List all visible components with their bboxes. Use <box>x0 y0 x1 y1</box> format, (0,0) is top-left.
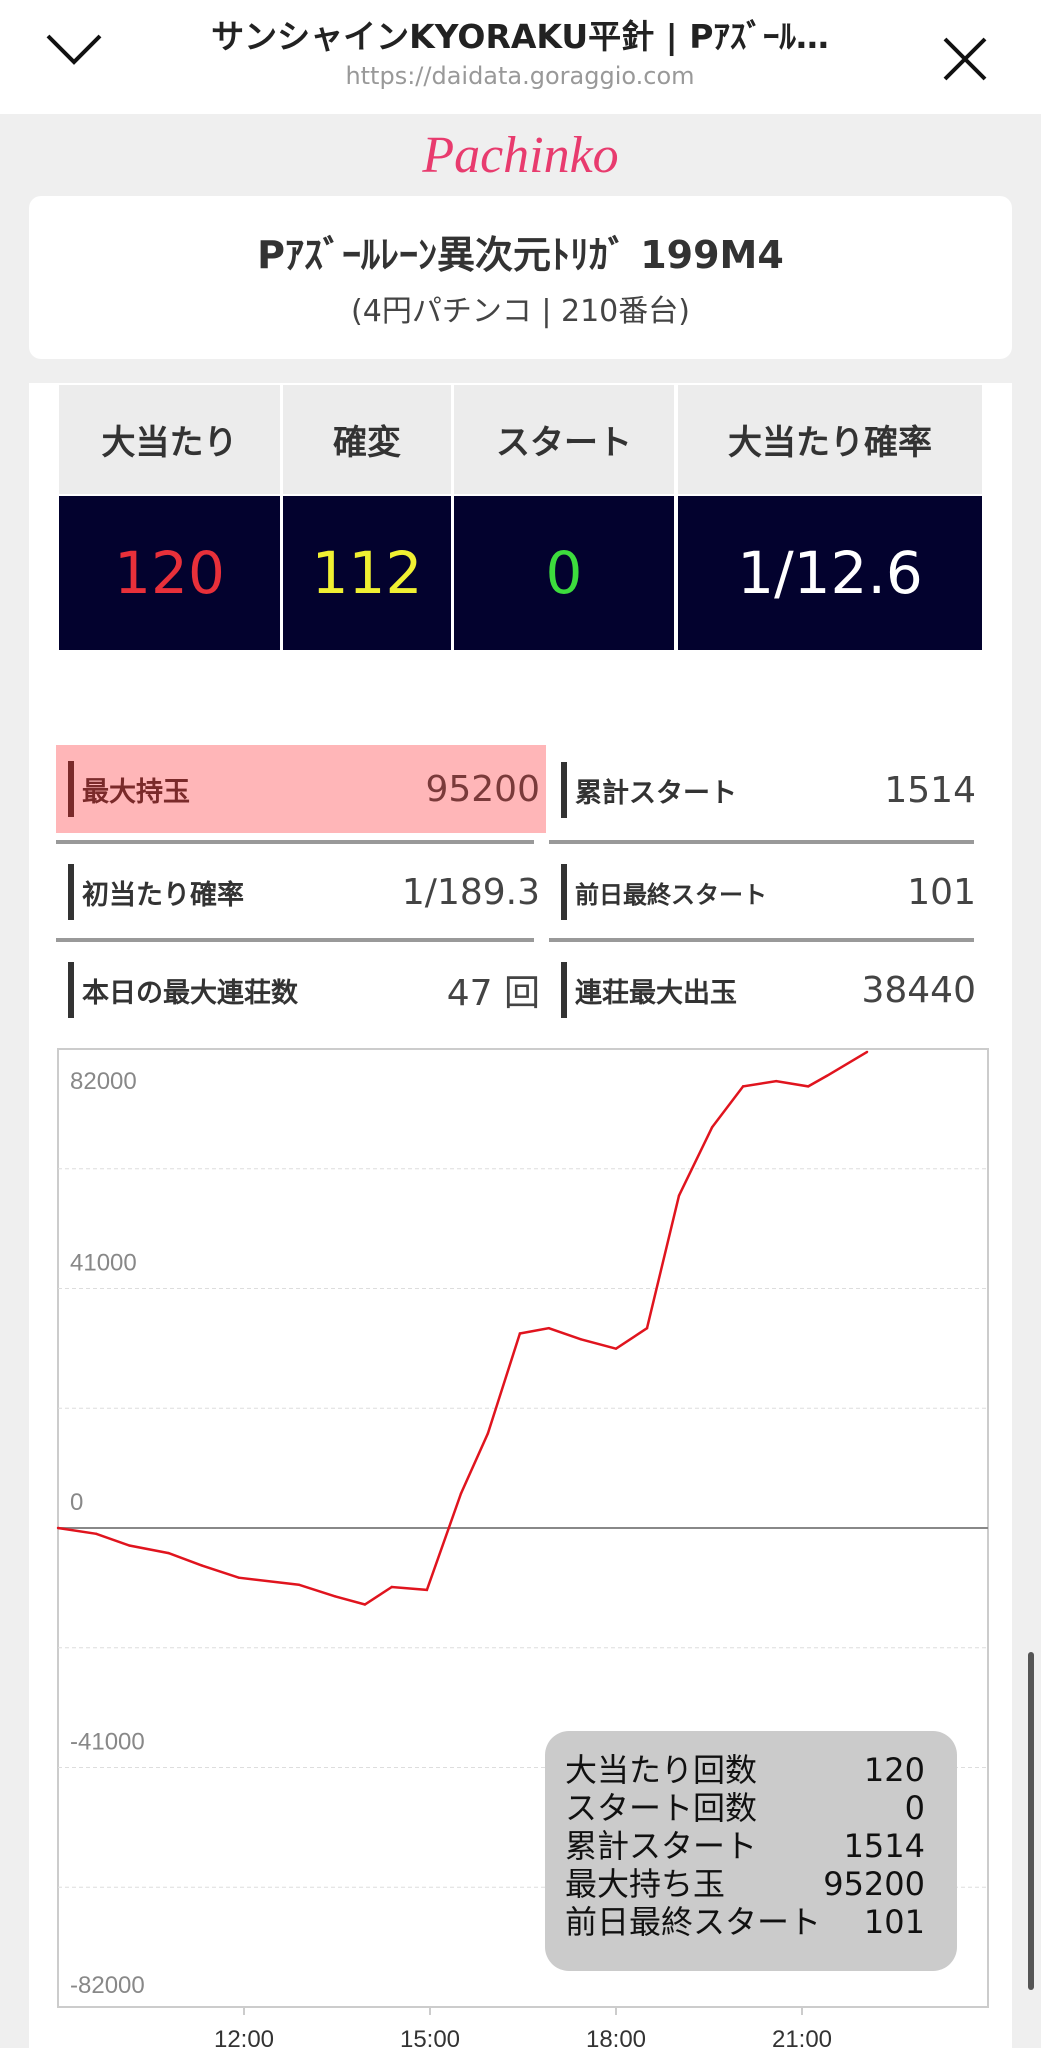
data-point <box>128 1544 131 1547</box>
data-point <box>710 1126 714 1129</box>
summary-value-probability: 1/12.6 <box>678 496 982 650</box>
data-point <box>486 1432 490 1435</box>
data-point <box>95 1532 98 1536</box>
data-point <box>363 1603 367 1606</box>
stat-value: 38440 <box>861 969 976 1011</box>
data-point <box>825 1074 828 1078</box>
x-tick-label: 21:00 <box>772 2026 832 2048</box>
legend-row: 最大持ち玉 95200 <box>565 1865 925 1903</box>
browser-header: サンシャインKYORAKU平針 | Pｱｽﾞｰﾙ… https://daidat… <box>0 0 1041 114</box>
summary-header-kakuhen: 確変 <box>283 385 451 494</box>
page-title: サンシャインKYORAKU平針 | Pｱｽﾞｰﾙ… <box>211 17 829 56</box>
divider <box>549 840 974 844</box>
data-point <box>579 1338 583 1341</box>
stat-streak-max-payout: 連荘最大出玉 38440 <box>549 950 982 1030</box>
chart-summary-box: 大当たり回数 120 スタート回数 0 累計スタート 1514 最大持ち玉 95200 … <box>545 1731 957 1971</box>
data-point <box>56 1526 60 1530</box>
data-point <box>167 1551 170 1555</box>
data-point <box>645 1327 649 1330</box>
stat-max-streak: 本日の最大連荘数 47 回 <box>56 950 546 1030</box>
data-point <box>774 1079 778 1083</box>
machine-subtitle: (4円パチンコ | 210番台) <box>351 294 690 329</box>
data-point <box>390 1585 393 1589</box>
stat-label: 本日の最大連荘数 <box>82 977 298 1009</box>
legend-row: 大当たり回数 120 <box>565 1751 925 1789</box>
y-tick-label: -41000 <box>70 1729 145 1756</box>
stat-value: 101 <box>907 871 976 913</box>
stat-label: 連荘最大出玉 <box>575 977 737 1009</box>
machine-card: Pｱｽﾞｰﾙﾚｰﾝ異次元ﾄﾘｶﾞ 199M4 (4円パチンコ | 210番台) <box>29 196 1012 359</box>
x-tick-label: 12:00 <box>214 2026 274 2048</box>
data-point <box>518 1332 522 1335</box>
legend-row: 前日最終スタート 101 <box>565 1903 925 1941</box>
stat-total-start: 累計スタート 1514 <box>549 750 982 830</box>
page-url: https://daidata.goraggio.com <box>345 62 695 90</box>
data-point <box>333 1595 337 1598</box>
stat-value: 1514 <box>884 769 976 811</box>
legend-row: スタート回数 0 <box>565 1789 925 1827</box>
stat-value: 47 回 <box>446 973 540 1014</box>
divider <box>56 938 534 942</box>
stat-label: 前日最終スタート <box>575 880 767 909</box>
summary-value-kakuhen: 112 <box>283 496 451 650</box>
data-point <box>297 1583 300 1586</box>
close-icon[interactable] <box>940 34 990 84</box>
data-point <box>237 1576 241 1579</box>
chevron-down-icon[interactable] <box>44 28 104 68</box>
stat-max-balls: 最大持玉 95200 <box>56 745 546 833</box>
x-tick-label: 18:00 <box>586 2026 646 2048</box>
data-point <box>865 1050 869 1054</box>
summary-header-bonus: 大当たり <box>59 385 280 494</box>
data-point <box>677 1194 681 1197</box>
stat-value: 1/189.3 <box>401 871 540 913</box>
data-point <box>547 1327 551 1330</box>
summary-header-probability: 大当たり確率 <box>678 385 982 494</box>
divider <box>56 840 534 844</box>
stat-label: 累計スタート <box>575 777 737 809</box>
y-tick-label: 0 <box>70 1489 83 1516</box>
y-tick-label: 41000 <box>70 1250 137 1277</box>
summary-header-start: スタート <box>454 385 674 494</box>
brand-logo: Pachinko <box>422 127 619 184</box>
legend-row: 累計スタート 1514 <box>565 1827 925 1865</box>
data-point <box>459 1492 463 1495</box>
y-tick-label: -82000 <box>70 1972 145 1999</box>
stat-first-hit-probability: 初当たり確率 1/189.3 <box>56 852 546 932</box>
stat-prev-day-start: 前日最終スタート 101 <box>549 852 982 932</box>
scrollbar[interactable] <box>1028 1652 1034 1990</box>
summary-value-bonus: 120 <box>59 496 280 650</box>
x-tick-label: 15:00 <box>400 2026 460 2048</box>
data-point <box>200 1564 203 1567</box>
stat-value: 95200 <box>425 768 540 810</box>
summary-value-start: 0 <box>454 496 674 650</box>
stat-label: 最大持玉 <box>82 776 190 808</box>
data-point <box>425 1588 429 1592</box>
data-point <box>741 1085 745 1088</box>
y-tick-label: 82000 <box>70 1068 137 1095</box>
stat-label: 初当たり確率 <box>82 879 244 911</box>
machine-name: Pｱｽﾞｰﾙﾚｰﾝ異次元ﾄﾘｶﾞ 199M4 <box>257 233 784 277</box>
data-point <box>807 1085 810 1088</box>
divider <box>549 938 974 942</box>
data-point <box>614 1347 618 1350</box>
